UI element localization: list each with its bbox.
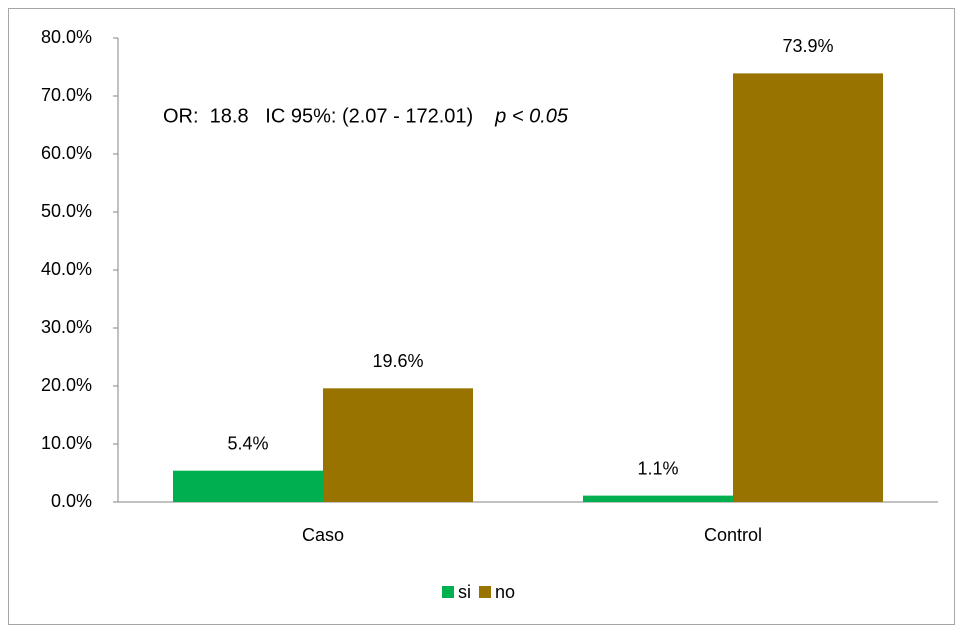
- y-tick-label: 60.0%: [41, 143, 92, 163]
- legend-label: no: [495, 582, 515, 602]
- legend-swatch: [442, 586, 454, 598]
- annotation: p < 0.05: [494, 105, 569, 127]
- y-tick-label: 30.0%: [41, 317, 92, 337]
- y-tick-label: 10.0%: [41, 433, 92, 453]
- bar: [583, 495, 733, 502]
- y-tick-label: 40.0%: [41, 259, 92, 279]
- y-tick-label: 80.0%: [41, 27, 92, 47]
- y-tick-label: 0.0%: [51, 491, 92, 511]
- annotation: OR: 18.8 IC 95%: (2.07 - 172.01): [163, 105, 473, 127]
- y-tick-label: 70.0%: [41, 85, 92, 105]
- data-label: 19.6%: [372, 351, 423, 371]
- legend-label: si: [458, 582, 471, 602]
- data-label: 73.9%: [782, 36, 833, 56]
- bar: [173, 470, 323, 502]
- x-tick-label: Caso: [302, 525, 344, 545]
- bar: [733, 73, 883, 502]
- y-tick-label: 50.0%: [41, 201, 92, 221]
- y-tick-label: 20.0%: [41, 375, 92, 395]
- x-tick-label: Control: [704, 525, 762, 545]
- data-label: 5.4%: [227, 433, 268, 453]
- bar: [323, 388, 473, 502]
- legend-swatch: [479, 586, 491, 598]
- data-label: 1.1%: [637, 458, 678, 478]
